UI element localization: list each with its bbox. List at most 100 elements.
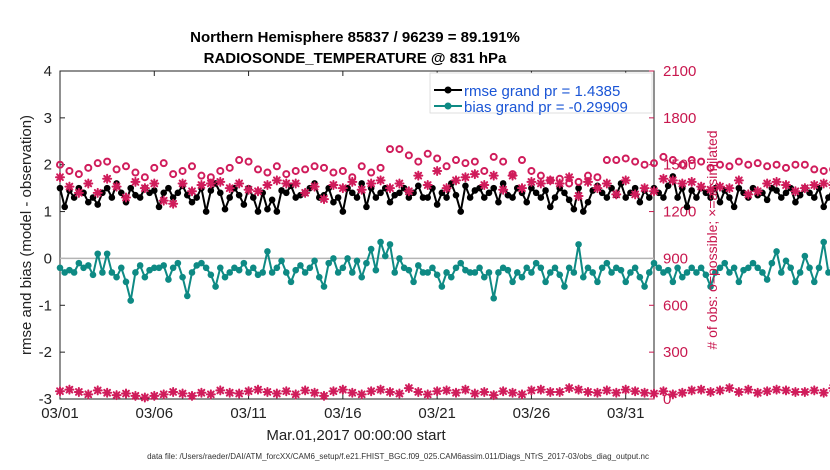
obs-low-marker [667, 389, 678, 400]
bias-point [99, 269, 106, 276]
rmse-point [268, 196, 276, 204]
bias-point [683, 269, 691, 276]
x-axis: 03/01 03/06 03/11 03/16 03/21 03/26 03/31 [41, 71, 644, 422]
obs-possible-marker [84, 163, 93, 172]
bias-point [165, 276, 172, 283]
rmse-point [61, 203, 69, 211]
obs-possible-marker [150, 163, 159, 172]
obs-low-marker [620, 384, 631, 395]
obs-assimilated-marker [790, 186, 801, 197]
obs-assimilated-marker [620, 175, 631, 186]
rmse-point [735, 184, 743, 192]
bias-point [311, 257, 318, 265]
rmse-point [660, 194, 667, 201]
rmse-point [792, 198, 799, 206]
obs-low-marker [733, 386, 744, 397]
bias-point [490, 294, 498, 302]
bias-point [249, 264, 257, 272]
rmse-point [716, 198, 724, 206]
bias-point [56, 264, 64, 272]
chart-subtitle: RADIOSONDE_TEMPERATURE @ 831 hPa [204, 50, 507, 67]
y-tick-label: -1 [39, 297, 52, 314]
rmse-point [150, 187, 158, 194]
obs-assimilated-marker [64, 181, 75, 192]
bias-point [466, 269, 474, 276]
y2-tick-label: 300 [663, 344, 688, 361]
bias-point [674, 264, 681, 272]
bias-point [815, 264, 823, 272]
obs-assimilated-marker [752, 186, 763, 197]
obs-assimilated-marker [177, 178, 188, 189]
obs-assimilated-marker [158, 195, 169, 206]
bias-point [575, 241, 582, 248]
y-tick-label: 0 [44, 250, 52, 267]
rmse-point [108, 194, 116, 201]
rmse-point [749, 184, 757, 192]
bias-point [179, 273, 186, 281]
rmse-point [645, 194, 653, 201]
obs-assimilated-marker [243, 184, 254, 195]
bias-point [556, 271, 564, 279]
rmse-point [636, 198, 644, 206]
rmse-point [466, 194, 474, 201]
rmse-point [546, 203, 554, 211]
obs-assimilated-marker [818, 178, 829, 189]
rmse-point [820, 203, 828, 211]
rmse-point [165, 184, 172, 192]
obs-low-marker [507, 387, 518, 398]
bias-point [377, 238, 384, 246]
rmse-point [443, 194, 450, 201]
bias-point [273, 264, 281, 272]
obs-assimilated-marker [611, 189, 622, 200]
rmse-point [499, 180, 507, 187]
obs-possible-marker [93, 159, 102, 168]
rmse-point [264, 205, 271, 213]
obs-possible-marker [631, 157, 640, 166]
rmse-point [207, 187, 215, 194]
legend-bias-marker [444, 102, 452, 110]
y2-tick-label: 600 [663, 297, 688, 314]
bias-point [542, 278, 549, 286]
y-tick-label: 1 [44, 204, 52, 221]
obs-low-marker [337, 384, 348, 395]
bias-point [810, 278, 818, 286]
rmse-point [127, 184, 135, 192]
obs-possible-marker [602, 156, 611, 165]
bias-point [358, 273, 366, 281]
obs-low-marker [762, 386, 773, 397]
bias-point [344, 255, 351, 262]
bias-point [391, 269, 399, 276]
obs-assimilated-marker [281, 178, 292, 189]
plot-area [59, 70, 655, 400]
obs-possible-marker [734, 157, 743, 166]
obs-low-marker [253, 384, 263, 395]
y2-axis-label: # of obs: o=possible; ×=assimilated [704, 130, 720, 349]
bias-point [476, 264, 483, 272]
rmse-point [763, 196, 771, 204]
rmse-point [56, 184, 64, 192]
obs-low-marker [149, 390, 160, 401]
obs-low-marker [102, 387, 113, 398]
obs-low-marker [309, 387, 320, 398]
obs-possible-marker [197, 171, 206, 180]
bias-point [315, 273, 323, 281]
y-tick-label: 3 [44, 110, 52, 127]
obs-possible-marker [744, 160, 753, 169]
bias-point [693, 269, 700, 276]
bias-point [721, 259, 729, 267]
obs-assimilated-marker [262, 180, 273, 191]
bias-point [608, 269, 615, 276]
bias-point [773, 248, 780, 255]
obs-assimilated-marker [535, 178, 546, 189]
bias-point [806, 264, 813, 272]
rmse-point [193, 194, 201, 201]
obs-possible-marker [763, 162, 772, 171]
obs-low-marker [413, 386, 424, 397]
obs-possible-marker [56, 160, 64, 169]
rmse-point [810, 194, 818, 201]
bias-point [528, 269, 535, 276]
obs-possible-marker [225, 163, 234, 172]
y-tick-label: -2 [39, 344, 52, 361]
bias-point [754, 264, 762, 272]
bias-point [70, 269, 78, 276]
